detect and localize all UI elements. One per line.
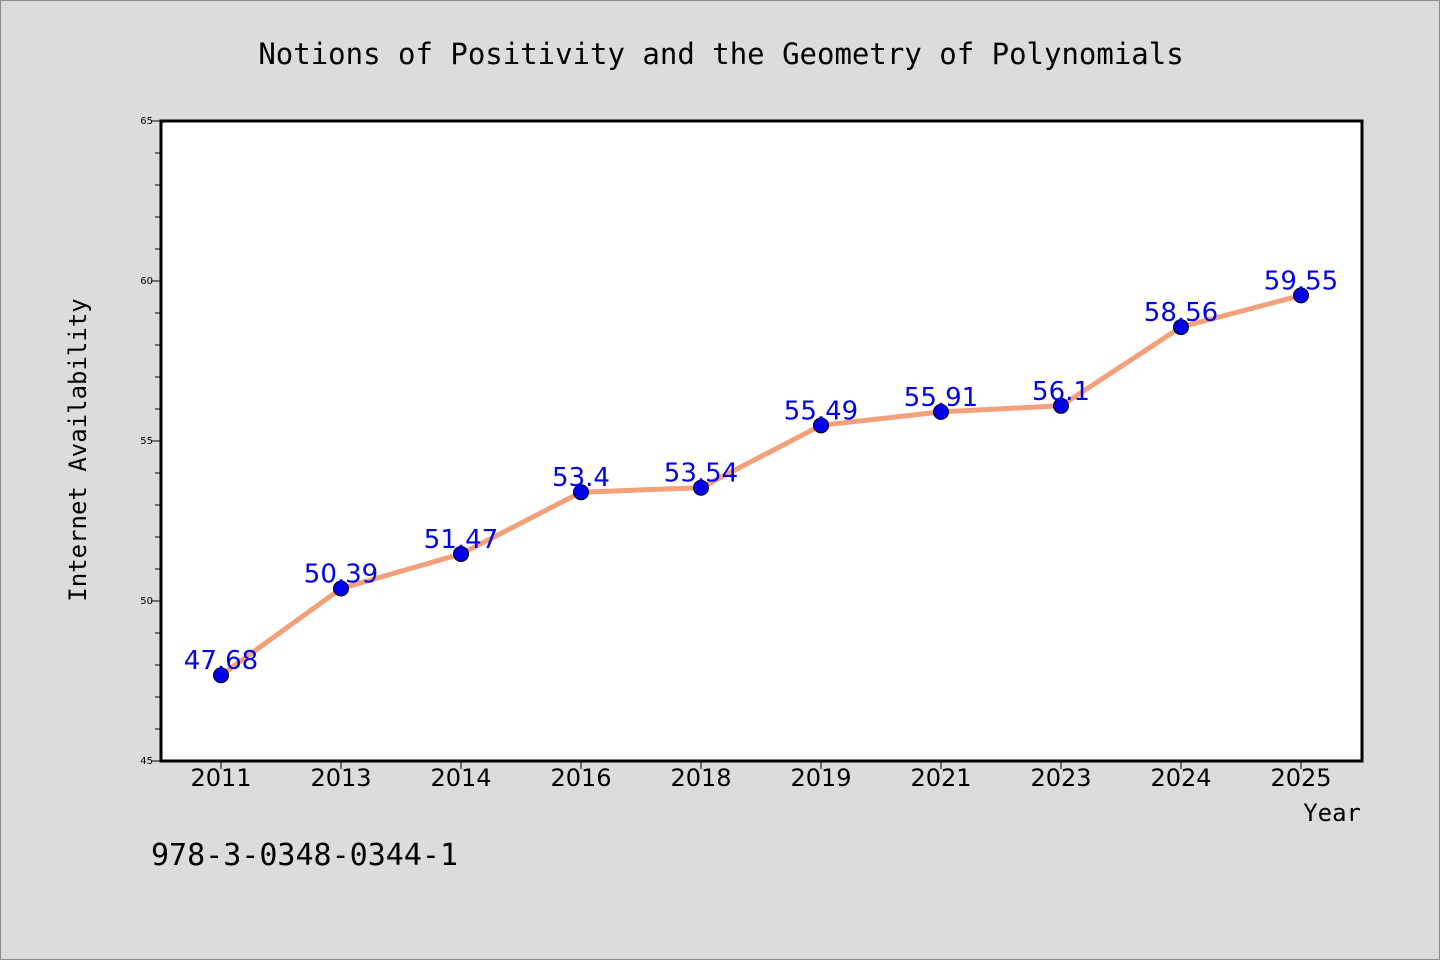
data-label: 56.1 — [1032, 377, 1090, 407]
x-tick-label: 2011 — [190, 764, 251, 792]
y-tick-label: 45 — [140, 756, 153, 767]
chart-title: Notions of Positivity and the Geometry o… — [258, 37, 1183, 71]
x-tick-label: 2025 — [1270, 764, 1331, 792]
y-axis-label: Internet Availability — [64, 298, 92, 601]
y-tick-label: 50 — [140, 596, 153, 607]
x-tick-label: 2021 — [910, 764, 971, 792]
data-point — [1173, 319, 1189, 336]
data-label: 59.55 — [1264, 266, 1338, 296]
x-tick-label: 2024 — [1150, 764, 1211, 792]
x-tick-label: 2016 — [550, 764, 611, 792]
data-point — [1293, 287, 1309, 304]
data-point — [693, 479, 709, 496]
data-label: 47.68 — [184, 646, 258, 676]
x-axis: 2011 2013 2014 2016 2018 2019 2021 2023 2024 2025 — [190, 761, 1332, 792]
plot-area — [161, 121, 1362, 761]
data-point — [213, 667, 229, 684]
data-point — [1053, 397, 1069, 414]
x-tick-label: 2019 — [790, 764, 851, 792]
x-tick-label: 2014 — [430, 764, 491, 792]
x-axis-label: Year — [1303, 799, 1361, 827]
data-label: 50.39 — [304, 560, 378, 590]
y-tick-label: 60 — [140, 276, 153, 287]
x-tick-label: 2023 — [1030, 764, 1091, 792]
x-tick-label: 2013 — [310, 764, 371, 792]
data-point — [933, 403, 949, 420]
data-labels: 47.68 50.39 51.47 53.4 53.54 55.49 55.91 56.1 58… — [184, 266, 1338, 676]
isbn-footer: 978-3-0348-0344-1 — [151, 838, 458, 873]
data-point — [573, 484, 589, 501]
x-tick-label: 2018 — [670, 764, 731, 792]
y-axis: 45 50 55 60 65 — [140, 116, 161, 767]
y-tick-label: 65 — [140, 116, 153, 127]
y-tick-label: 55 — [140, 436, 153, 447]
data-label: 55.91 — [904, 383, 978, 413]
data-point — [813, 417, 829, 434]
data-point — [333, 580, 349, 597]
plot-frame — [159, 119, 1364, 763]
data-point — [453, 545, 469, 562]
series-line — [218, 292, 1304, 678]
data-label: 58.56 — [1144, 298, 1218, 328]
data-label: 51.47 — [424, 525, 498, 555]
data-label: 53.4 — [552, 463, 610, 493]
series-markers — [213, 287, 1309, 684]
data-label: 53.54 — [664, 459, 738, 489]
data-label: 55.49 — [784, 396, 858, 426]
